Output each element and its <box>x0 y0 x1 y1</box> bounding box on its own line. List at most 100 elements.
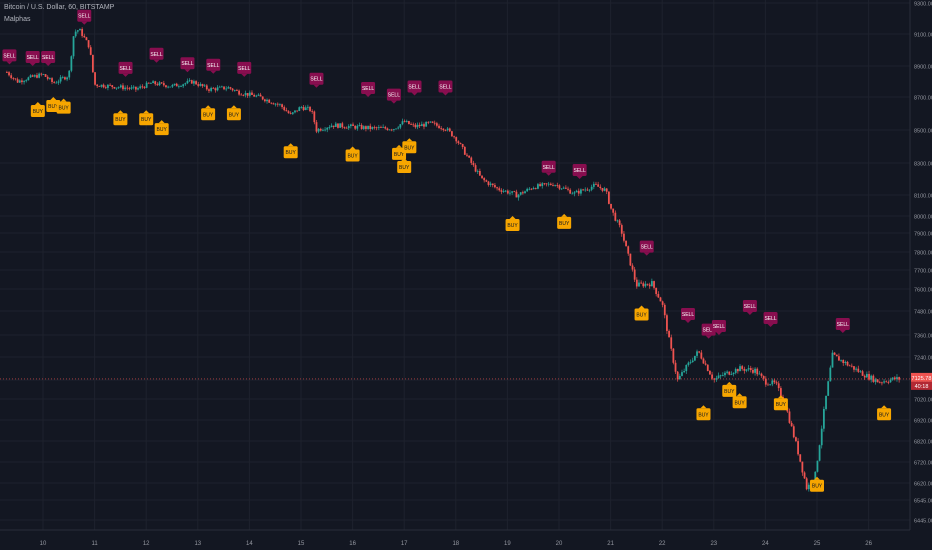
candle-body <box>298 107 301 112</box>
candle-body <box>128 88 131 89</box>
sell-signal-label: SELL <box>77 9 92 25</box>
candle-body <box>113 86 116 89</box>
candle-body <box>756 368 759 375</box>
candle-body <box>405 121 408 122</box>
candle-body <box>367 125 369 129</box>
buy-signal-label: BUY <box>696 405 711 421</box>
candle-body <box>390 129 393 131</box>
candle-body <box>205 85 208 90</box>
candle-body <box>726 371 729 373</box>
sell-signal-label: SELL <box>206 58 221 74</box>
candle-body <box>423 124 425 127</box>
candle-body <box>328 127 331 128</box>
candle-body <box>468 155 471 158</box>
candle-body <box>681 372 683 376</box>
candle-body <box>472 162 475 166</box>
candle-body <box>311 111 314 112</box>
candle-body <box>199 84 202 86</box>
candle-body <box>399 124 402 128</box>
candle-body <box>216 87 219 91</box>
candle-body <box>27 77 30 81</box>
candle-body <box>218 86 221 88</box>
candle-body <box>29 75 32 78</box>
candle-body <box>463 147 466 155</box>
buy-signal-label: BUY <box>634 305 649 321</box>
candle-body <box>306 106 309 108</box>
candle-body <box>554 185 557 186</box>
sell-signal-label: SELL <box>180 57 195 73</box>
candle-body <box>779 388 782 397</box>
time-tick-label: 18 <box>452 541 459 547</box>
candle-body <box>343 127 346 128</box>
candle-body <box>549 183 552 185</box>
candle-body <box>119 85 122 88</box>
svg-text:SELL: SELL <box>119 66 131 72</box>
candle-body <box>345 127 348 129</box>
time-tick-label: 24 <box>762 541 769 547</box>
candle-body <box>414 124 417 128</box>
time-tick-label: 25 <box>814 541 821 547</box>
candle-body <box>616 220 619 222</box>
candle-body <box>825 395 827 410</box>
symbol-title[interactable]: Bitcoin / U.S. Dollar, 60, BITSTAMP <box>4 4 115 11</box>
candle-body <box>519 192 522 195</box>
candle-body <box>838 356 840 361</box>
candle-body <box>182 84 185 87</box>
candle-body <box>408 121 410 125</box>
candle-body <box>14 78 17 80</box>
candle-body <box>233 90 236 91</box>
svg-text:SELL: SELL <box>238 66 250 72</box>
candle-body <box>339 123 342 128</box>
candle-body <box>137 88 139 90</box>
price-tick-label: 7020.00 <box>914 398 932 404</box>
candle-body <box>792 426 795 438</box>
candle-body <box>539 184 541 187</box>
buy-signal-label: BUY <box>139 110 154 126</box>
svg-text:SELL: SELL <box>362 86 374 92</box>
candle-body <box>165 85 167 88</box>
candle-body <box>356 125 359 129</box>
sell-signal-label: SELL <box>237 61 252 77</box>
price-tick-label: 7600.00 <box>914 288 932 294</box>
candle-body <box>711 374 713 379</box>
candle-body <box>496 187 498 189</box>
candle-body <box>102 84 105 88</box>
candle-body <box>739 366 741 372</box>
candle-body <box>225 88 228 90</box>
countdown-badge <box>911 381 932 390</box>
candle-body <box>360 125 363 129</box>
candle-body <box>5 72 8 73</box>
last-price-text: 7125.78 <box>912 376 932 382</box>
candle-body <box>272 103 275 105</box>
candle-body <box>631 265 634 270</box>
candle-body <box>40 73 43 75</box>
indicator-label[interactable]: Malphas <box>4 16 31 23</box>
sell-signal-label: SELL <box>25 51 40 66</box>
price-tick-label: 7900.00 <box>914 232 932 238</box>
candle-body <box>132 86 135 88</box>
price-tick-label: 6620.00 <box>914 482 932 488</box>
candle-body <box>552 184 554 186</box>
candle-body <box>530 188 533 190</box>
candle-body <box>124 87 127 90</box>
candle-body <box>70 56 73 71</box>
candle-body <box>395 128 397 130</box>
candle-body <box>543 183 546 185</box>
candle-body <box>38 73 41 78</box>
time-tick-label: 21 <box>607 541 614 547</box>
price-tick-label: 6920.00 <box>914 419 932 425</box>
candle-body <box>580 189 582 194</box>
candle-body <box>816 460 819 472</box>
buy-signal-label: BUY <box>722 381 737 397</box>
candle-body <box>513 191 516 193</box>
candle-body <box>855 368 858 370</box>
candle-body <box>672 348 675 363</box>
candle-body <box>107 84 109 88</box>
candle-body <box>53 82 56 83</box>
svg-text:SELL: SELL <box>713 324 725 330</box>
candle-body <box>186 80 189 84</box>
price-tick-label: 6545.00 <box>914 499 932 505</box>
candle-body <box>244 93 247 96</box>
candle-body <box>842 359 845 364</box>
